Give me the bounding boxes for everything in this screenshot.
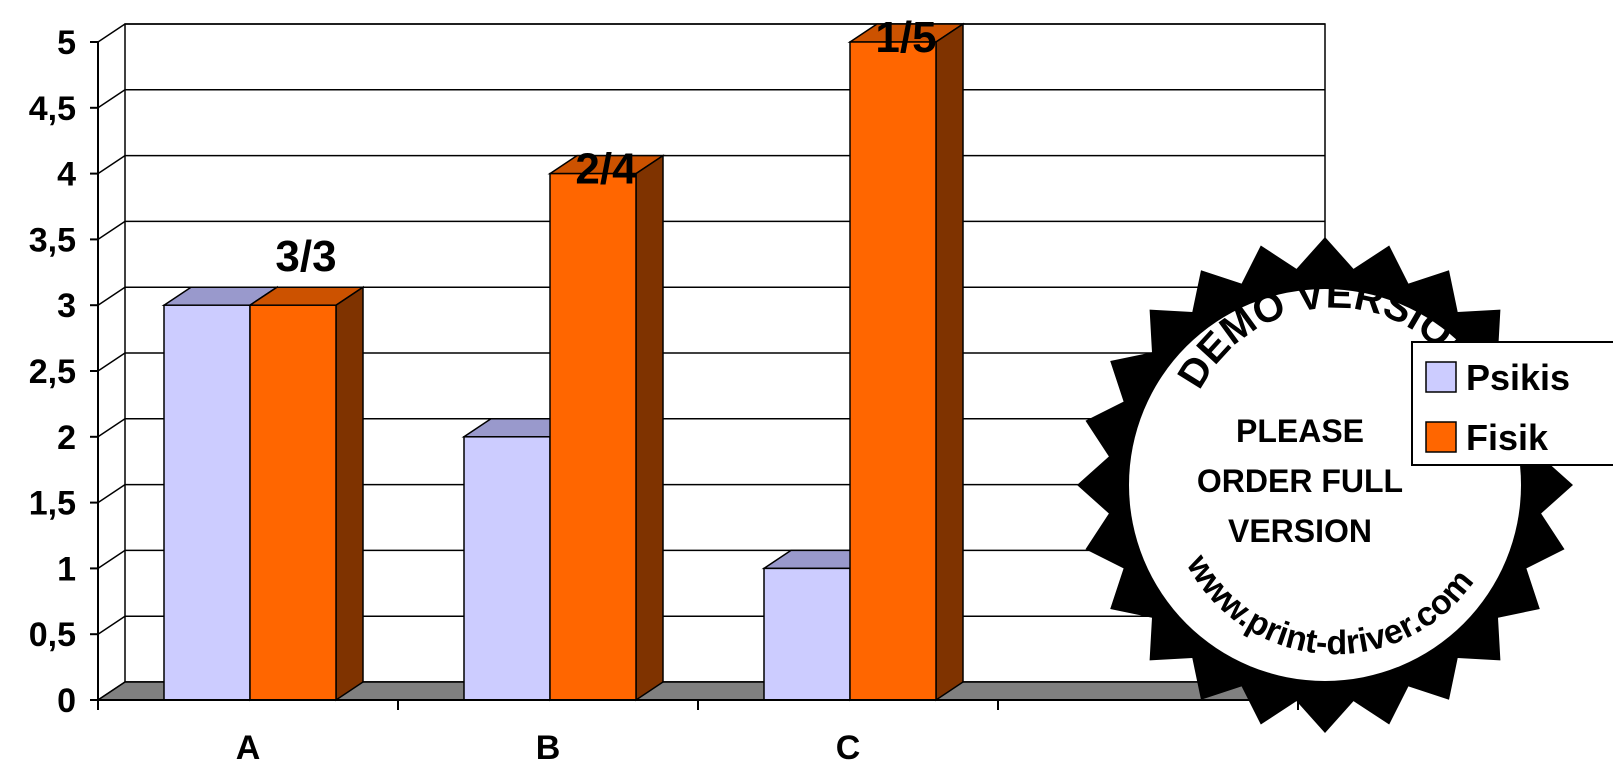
gridline-side bbox=[98, 24, 125, 42]
y-tick-label: 1,5 bbox=[29, 485, 76, 523]
annotation-label: 1/5 bbox=[875, 13, 936, 62]
x-tick-label: A bbox=[236, 729, 261, 762]
stamp-line-2: ORDER FULL bbox=[1197, 463, 1403, 499]
x-tick-label: B bbox=[536, 729, 561, 762]
gridline-side bbox=[98, 156, 125, 174]
bar-fisik-a-front bbox=[250, 305, 336, 700]
gridline-side bbox=[98, 419, 125, 437]
gridline-side bbox=[98, 550, 125, 568]
y-tick-label: 4,5 bbox=[29, 90, 76, 128]
bar-fisik-c-side bbox=[936, 24, 963, 700]
bar-fisik-b bbox=[550, 156, 663, 700]
gridline-side bbox=[98, 287, 125, 305]
x-tick-label: C bbox=[836, 729, 861, 762]
legend-label-psikis: Psikis bbox=[1466, 357, 1570, 398]
annotation-label: 3/3 bbox=[275, 232, 336, 281]
y-tick-label: 5 bbox=[57, 24, 76, 62]
gridline-side bbox=[98, 485, 125, 503]
y-tick-label: 4 bbox=[57, 156, 76, 194]
bar-fisik-b-side bbox=[636, 156, 663, 700]
gridline-side bbox=[98, 353, 125, 371]
gridline-side bbox=[98, 221, 125, 239]
bar-fisik-a-side bbox=[336, 287, 363, 700]
gridline-side bbox=[98, 90, 125, 108]
x-tick-labels: A B C bbox=[236, 729, 861, 762]
annotation-label: 2/4 bbox=[575, 145, 637, 194]
y-tick-label: 0 bbox=[57, 682, 76, 720]
legend: Psikis Fisik bbox=[1412, 342, 1613, 465]
bar-fisik-c-front bbox=[850, 42, 936, 700]
bar-psikis-c-front bbox=[764, 568, 850, 700]
y-tick-label: 0,5 bbox=[29, 616, 76, 654]
legend-swatch-psikis bbox=[1426, 362, 1456, 392]
bar-fisik-a bbox=[250, 287, 363, 700]
bar-psikis-a-front bbox=[164, 305, 250, 700]
y-tick-labels: 0 0,5 1 1,5 2 2,5 3 3,5 4 4,5 5 bbox=[29, 24, 76, 720]
stamp-line-3: VERSION bbox=[1228, 513, 1372, 549]
y-tick-label: 1 bbox=[57, 550, 76, 588]
stamp-line-1: PLEASE bbox=[1236, 413, 1364, 449]
legend-swatch-fisik bbox=[1426, 422, 1456, 452]
demo-version-stamp: DEMO VERSION PLEASE ORDER FULL VERSION w… bbox=[1077, 237, 1573, 733]
y-tick-label: 2 bbox=[57, 419, 76, 457]
legend-label-fisik: Fisik bbox=[1466, 417, 1549, 458]
bar-fisik-b-front bbox=[550, 174, 636, 700]
y-tick-label: 3 bbox=[57, 287, 76, 325]
bar-psikis-b-front bbox=[464, 437, 550, 700]
bar-fisik-c bbox=[850, 24, 963, 700]
y-tick-label: 3,5 bbox=[29, 221, 76, 259]
gridline-side bbox=[98, 616, 125, 634]
y-tick-label: 2,5 bbox=[29, 353, 76, 391]
